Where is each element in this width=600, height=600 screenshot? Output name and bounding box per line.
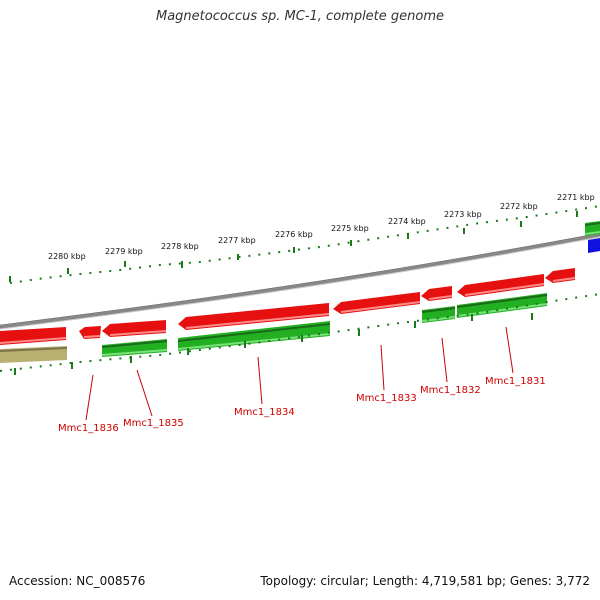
gene-label: Mmc1_1835 — [123, 418, 184, 429]
gene-label: Mmc1_1832 — [420, 385, 481, 396]
gene-feature-forward — [0, 327, 66, 345]
label-leader-lines — [85, 326, 514, 421]
gene-feature-forward — [178, 303, 329, 330]
gene-label: Mmc1_1836 — [58, 423, 119, 434]
scale-label: 2279 kbp — [105, 247, 143, 256]
scale-label: 2276 kbp — [275, 230, 313, 239]
accession-label: Accession: NC_008576 — [9, 574, 146, 588]
scale-label: 2275 kbp — [331, 224, 369, 233]
reverse-strand-genes — [101, 221, 600, 357]
scale-label: 2273 kbp — [444, 210, 482, 219]
rna-feature — [588, 238, 600, 253]
map-title: Magnetococcus sp. MC-1, complete genome — [155, 9, 445, 24]
scale-label: 2277 kbp — [218, 236, 256, 245]
inner-major-ticks — [14, 313, 533, 375]
scale-label: 2271 kbp — [557, 193, 595, 202]
gene-feature-forward — [457, 274, 544, 297]
gene-feature-forward — [333, 292, 420, 314]
scale-label: 2278 kbp — [161, 242, 199, 251]
gene-label: Mmc1_1833 — [356, 393, 417, 404]
outer-major-ticks — [9, 211, 578, 282]
scale-label: 2280 kbp — [48, 252, 86, 261]
gene-label: Mmc1_1834 — [234, 407, 295, 418]
gene-label: Mmc1_1831 — [485, 376, 546, 387]
outer-tick-ring — [9, 205, 600, 284]
genome-summary: Topology: circular; Length: 4,719,581 bp… — [260, 574, 590, 588]
scale-label: 2272 kbp — [500, 202, 538, 211]
forward-strand-genes — [0, 268, 576, 345]
gene-feature-reverse — [457, 293, 547, 318]
scale-label: 2274 kbp — [388, 217, 426, 226]
